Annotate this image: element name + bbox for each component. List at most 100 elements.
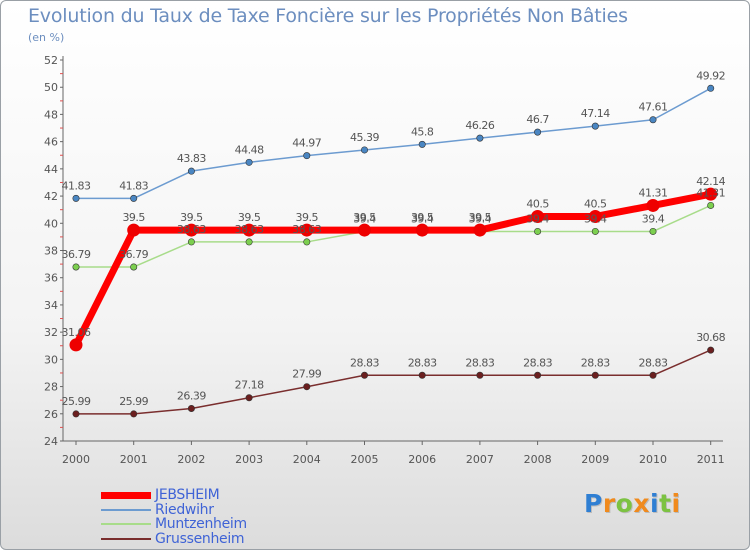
y-tick-label: 24 bbox=[44, 435, 58, 448]
legend-label: Riedwihr bbox=[155, 501, 214, 518]
legend-label: Grussenheim bbox=[155, 530, 245, 547]
data-point-grussenheim bbox=[72, 410, 80, 418]
legend-swatch bbox=[101, 508, 151, 511]
data-point-riedwihr bbox=[476, 134, 484, 142]
series-line-grussenheim bbox=[76, 349, 711, 415]
logo-letter: P bbox=[584, 489, 603, 518]
data-label-muntzenheim: 39.4 bbox=[353, 212, 376, 225]
logo-letter: t bbox=[659, 489, 672, 518]
data-point-riedwihr bbox=[303, 152, 311, 160]
data-label-grussenheim: 28.83 bbox=[408, 356, 437, 369]
y-tick-label: 38 bbox=[44, 245, 58, 258]
data-label-riedwihr: 45.39 bbox=[350, 131, 379, 144]
y-tick-label: 48 bbox=[44, 108, 58, 121]
data-label-riedwihr: 47.14 bbox=[581, 107, 610, 120]
data-point-riedwihr bbox=[187, 167, 195, 175]
data-label-jebsheim: 31.06 bbox=[62, 326, 91, 339]
data-label-riedwihr: 43.83 bbox=[177, 152, 206, 165]
data-label-muntzenheim: 38.63 bbox=[292, 223, 321, 236]
data-label-grussenheim: 27.18 bbox=[235, 379, 264, 392]
legend-swatch bbox=[101, 523, 151, 526]
data-point-jebsheim bbox=[531, 209, 545, 223]
chart-subtitle: (en %) bbox=[28, 31, 65, 44]
y-tick-label: 36 bbox=[44, 272, 58, 285]
data-point-riedwihr bbox=[591, 122, 599, 130]
data-point-riedwihr bbox=[245, 158, 253, 166]
data-point-jebsheim bbox=[415, 223, 429, 237]
x-tick-label: 2008 bbox=[524, 453, 552, 466]
data-point-jebsheim bbox=[358, 223, 371, 237]
y-tick-label: 30 bbox=[44, 353, 58, 366]
data-labels: 41.83 41.83 43.83 44.48 44.97 45.39 45.8 46.26 4… bbox=[62, 69, 727, 408]
data-point-jebsheim bbox=[242, 223, 256, 237]
logo-letter: x bbox=[633, 489, 650, 518]
x-tick-label: 2011 bbox=[697, 453, 725, 466]
data-point-jebsheim bbox=[300, 223, 314, 237]
data-label-grussenheim: 28.83 bbox=[350, 356, 379, 369]
data-label-grussenheim: 26.39 bbox=[177, 389, 206, 402]
x-tick-label: 2004 bbox=[293, 453, 321, 466]
data-label-jebsheim: 41.31 bbox=[639, 186, 668, 199]
data-label-grussenheim: 30.68 bbox=[696, 331, 725, 344]
y-tick-label: 50 bbox=[44, 81, 58, 94]
data-label-riedwihr: 41.83 bbox=[119, 179, 148, 192]
data-point-jebsheim bbox=[127, 223, 141, 237]
data-point-riedwihr bbox=[130, 194, 138, 202]
data-point-jebsheim bbox=[69, 338, 83, 352]
data-label-riedwihr: 47.61 bbox=[639, 101, 668, 114]
data-label-jebsheim: 40.5 bbox=[526, 197, 549, 210]
logo-letter: i bbox=[671, 489, 681, 518]
data-point-jebsheim bbox=[184, 223, 198, 237]
legend-item: Riedwihr bbox=[101, 503, 247, 518]
data-point-muntzenheim bbox=[303, 238, 311, 246]
series-line-jebsheim bbox=[72, 190, 712, 347]
y-tick-label: 32 bbox=[44, 326, 58, 339]
data-point-grussenheim bbox=[534, 371, 542, 379]
data-label-muntzenheim: 39.4 bbox=[642, 212, 665, 225]
x-tick-label: 2007 bbox=[466, 453, 494, 466]
data-label-riedwihr: 46.7 bbox=[526, 113, 549, 126]
x-tick-label: 2005 bbox=[351, 453, 379, 466]
data-point-riedwihr bbox=[649, 116, 657, 124]
data-point-riedwihr bbox=[418, 140, 426, 148]
data-label-muntzenheim: 39.4 bbox=[411, 212, 434, 225]
data-label-grussenheim: 28.83 bbox=[523, 356, 552, 369]
data-point-grussenheim bbox=[649, 371, 657, 379]
legend-label: Muntzenheim bbox=[155, 516, 247, 533]
data-point-riedwihr bbox=[534, 128, 542, 136]
data-label-jebsheim: 39.5 bbox=[411, 211, 434, 224]
x-tick-label: 2010 bbox=[639, 453, 667, 466]
data-label-riedwihr: 44.48 bbox=[235, 143, 264, 156]
data-label-jebsheim: 39.5 bbox=[180, 211, 203, 224]
data-label-jebsheim: 40.5 bbox=[584, 197, 607, 210]
data-label-jebsheim: 42.14 bbox=[696, 175, 725, 188]
data-point-muntzenheim bbox=[130, 263, 138, 271]
data-label-muntzenheim: 38.63 bbox=[177, 223, 206, 236]
legend-item: Muntzenheim bbox=[101, 517, 247, 532]
data-label-muntzenheim: 39.4 bbox=[469, 212, 492, 225]
data-point-jebsheim bbox=[646, 198, 660, 212]
y-tick-label: 42 bbox=[44, 190, 58, 203]
data-point-jebsheim bbox=[473, 223, 487, 237]
data-point-muntzenheim bbox=[245, 238, 253, 246]
data-point-grussenheim bbox=[130, 410, 138, 418]
data-label-grussenheim: 28.83 bbox=[465, 356, 494, 369]
x-tick-label: 2003 bbox=[235, 453, 263, 466]
axes: 24 26 28 30 32 34 36 38 40 42 44 46 48 50 52 2000 2001 20… bbox=[44, 54, 725, 466]
data-label-jebsheim: 39.5 bbox=[469, 211, 492, 224]
logo-letter: i bbox=[650, 489, 660, 518]
data-label-riedwihr: 44.97 bbox=[292, 137, 321, 150]
logo-letter: o bbox=[615, 489, 634, 518]
data-point-grussenheim bbox=[187, 404, 195, 412]
data-point-riedwihr bbox=[72, 194, 80, 202]
x-tick-label: 2009 bbox=[581, 453, 609, 466]
data-label-muntzenheim: 38.63 bbox=[235, 223, 264, 236]
series-dots bbox=[69, 84, 718, 418]
data-point-muntzenheim bbox=[591, 227, 599, 235]
y-tick-label: 52 bbox=[44, 54, 58, 67]
data-point-muntzenheim bbox=[534, 227, 542, 235]
legend-swatch bbox=[101, 491, 151, 499]
data-point-grussenheim bbox=[476, 371, 484, 379]
